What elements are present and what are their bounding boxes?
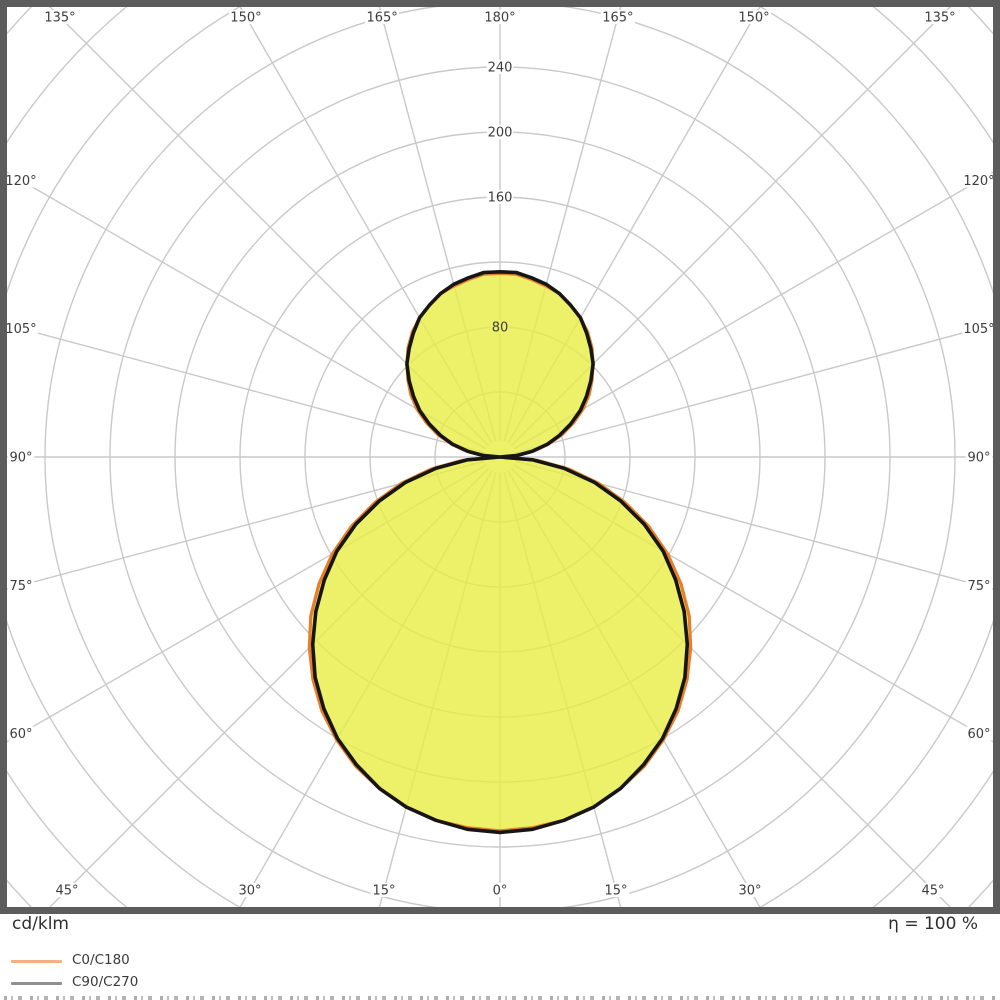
- ring-label-240-bg: [486, 60, 514, 74]
- angle-label-bottom-5-bg: [736, 883, 764, 897]
- angle-label-left-2: 90°: [9, 451, 32, 466]
- ring-label-80-bg: [490, 320, 510, 334]
- angle-label-top-3: 180°: [484, 11, 515, 26]
- angle-label-right-3: 75°: [967, 579, 990, 594]
- angle-label-bottom-0-bg: [53, 883, 81, 897]
- polar-chart: 80 160 200 240 135° 150° 165° 180° 165° 150° 135° 4…: [0, 0, 1000, 914]
- angle-label-bottom-4-bg: [602, 883, 630, 897]
- angle-label-top-0-bg: [43, 10, 77, 24]
- angle-label-right-1: 105°: [963, 322, 994, 337]
- c90-c270-legend-line: [11, 982, 62, 985]
- angle-label-top-4-bg: [600, 10, 635, 24]
- intensity-fill-area: [309, 271, 691, 833]
- angle-label-left-3-bg: [7, 578, 35, 593]
- angle-label-left-4: 60°: [9, 727, 32, 742]
- angle-label-left-3: 75°: [9, 579, 32, 594]
- angle-label-bottom-2: 15°: [372, 884, 395, 899]
- angle-label-right-4-bg: [965, 726, 993, 741]
- c0-c180-legend-line: [11, 960, 62, 963]
- angle-label-bottom-6-bg: [919, 883, 947, 897]
- angle-label-top-1-bg: [229, 10, 263, 24]
- angle-label-bottom-4: 15°: [604, 884, 627, 899]
- angle-label-top-0: 135°: [44, 11, 75, 26]
- angle-label-bottom-3: 0°: [493, 884, 508, 899]
- angle-label-bottom-2-bg: [370, 883, 398, 897]
- angle-label-left-1-bg: [4, 321, 38, 336]
- angle-label-bottom-0: 45°: [55, 884, 78, 899]
- ring-label-200-bg: [486, 125, 514, 139]
- efficiency-label: η = 100 %: [888, 914, 978, 934]
- ring-label-160-bg: [486, 190, 514, 204]
- angle-label-top-5-bg: [737, 10, 771, 24]
- angle-label-left-2-bg: [7, 450, 35, 464]
- ring-label-80: 80: [492, 321, 509, 336]
- angle-label-right-0-bg: [962, 173, 996, 188]
- angle-label-right-4: 60°: [967, 727, 990, 742]
- angle-label-bottom-3-bg: [490, 883, 510, 897]
- angle-label-top-4: 165°: [602, 11, 633, 26]
- angle-label-bottom-6: 45°: [921, 884, 944, 899]
- angle-label-top-2-bg: [365, 10, 400, 24]
- angle-label-left-0-bg: [4, 173, 38, 188]
- angle-label-top-6: 135°: [924, 11, 955, 26]
- ring-label-200: 200: [488, 126, 513, 141]
- plot-frame: [0, 0, 1000, 914]
- angle-label-top-2: 165°: [366, 11, 397, 26]
- angle-label-top-5: 150°: [738, 11, 769, 26]
- unit-label: cd/klm: [12, 914, 69, 934]
- legend-label-c0-c180: C0/C180: [72, 952, 130, 968]
- curve-c90-c270: [310, 270, 690, 835]
- angle-label-bottom-5: 30°: [738, 884, 761, 899]
- angle-label-right-3-bg: [965, 578, 993, 593]
- angle-label-bottom-1-bg: [236, 883, 264, 897]
- angle-label-bottom-1: 30°: [238, 884, 261, 899]
- angle-label-left-4-bg: [7, 726, 35, 741]
- angle-label-right-1-bg: [962, 321, 996, 336]
- ring-label-240: 240: [488, 61, 513, 76]
- angle-label-top-3-bg: [483, 10, 517, 24]
- legend-label-c90-c270: C90/C270: [72, 974, 139, 990]
- angle-label-top-1: 150°: [230, 11, 261, 26]
- angle-label-right-2: 90°: [967, 451, 990, 466]
- angle-label-right-2-bg: [965, 450, 993, 464]
- ring-label-160: 160: [488, 191, 513, 206]
- angle-label-top-6-bg: [923, 10, 957, 24]
- angle-label-left-0: 120°: [5, 174, 36, 189]
- angle-label-left-1: 105°: [5, 322, 36, 337]
- angle-label-right-0: 120°: [963, 174, 994, 189]
- clipped-text-row: [4, 996, 996, 1000]
